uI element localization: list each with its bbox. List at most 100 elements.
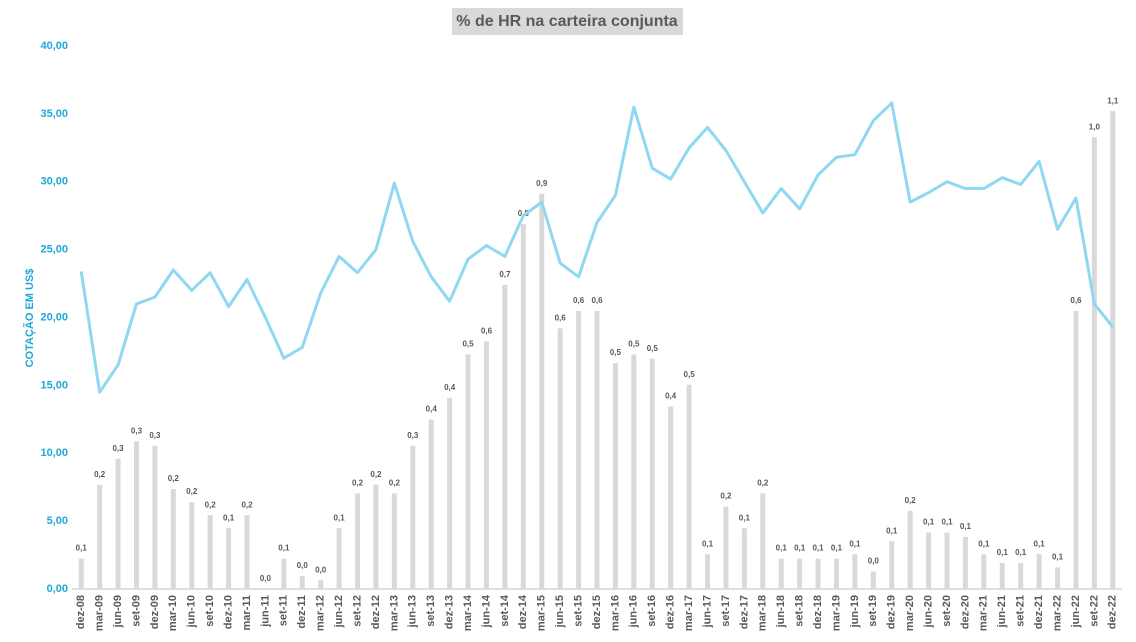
x-tick-label: mar-20 bbox=[904, 595, 916, 631]
x-tick-label: set-12 bbox=[351, 595, 363, 627]
bar bbox=[97, 484, 103, 589]
x-tick-label: mar-22 bbox=[1051, 595, 1063, 631]
x-tick-label: jun-13 bbox=[407, 595, 419, 628]
bar bbox=[705, 554, 711, 589]
bar-value-label: 0,6 bbox=[573, 296, 585, 305]
y-tick-label: 15,00 bbox=[40, 379, 68, 391]
bar bbox=[962, 536, 968, 589]
x-tick-label: dez-20 bbox=[959, 595, 971, 629]
title-box bbox=[452, 8, 683, 35]
x-tick-label: jun-19 bbox=[849, 595, 861, 628]
y-tick-label: 30,00 bbox=[40, 176, 68, 188]
y-tick-label: 40,00 bbox=[40, 40, 68, 52]
bar bbox=[723, 506, 729, 589]
x-tick-label: dez-17 bbox=[738, 595, 750, 629]
bar-value-label: 1,1 bbox=[1107, 96, 1119, 105]
y-tick-label: 0,00 bbox=[47, 583, 68, 595]
bar-value-label: 0,4 bbox=[665, 392, 677, 401]
bar bbox=[483, 341, 489, 589]
bar bbox=[428, 419, 434, 589]
bar bbox=[539, 193, 545, 590]
bar-value-label: 0,1 bbox=[923, 518, 935, 527]
x-tick-label: set-19 bbox=[867, 595, 879, 627]
bar-value-label: 0,3 bbox=[407, 431, 419, 440]
x-tick-label: dez-19 bbox=[886, 595, 898, 629]
bar-value-label: 0,5 bbox=[462, 340, 474, 349]
x-tick-label: mar-14 bbox=[462, 594, 474, 631]
bar-value-label: 0,1 bbox=[941, 518, 953, 527]
bar bbox=[299, 575, 305, 589]
bar-value-label: 0,1 bbox=[849, 539, 861, 548]
x-tick-label: jun-11 bbox=[259, 595, 271, 628]
x-tick-label: mar-19 bbox=[830, 595, 842, 631]
bar bbox=[447, 397, 453, 589]
x-tick-label: set-21 bbox=[1015, 595, 1027, 627]
x-tick-label: set-16 bbox=[646, 595, 658, 627]
x-tick-label: mar-11 bbox=[241, 595, 253, 630]
bar-value-label: 0,1 bbox=[1015, 548, 1027, 557]
bar bbox=[778, 558, 784, 589]
bar-value-label: 0,6 bbox=[1070, 296, 1082, 305]
x-tick-label: jun-17 bbox=[701, 595, 713, 628]
bar bbox=[815, 558, 821, 589]
x-tick-label: set-13 bbox=[425, 595, 437, 627]
bar-value-label: 0,1 bbox=[960, 522, 972, 531]
x-tick-label: set-10 bbox=[204, 595, 216, 627]
bar-value-label: 0,1 bbox=[831, 544, 843, 553]
bar-value-label: 0,3 bbox=[149, 431, 161, 440]
bar bbox=[612, 363, 618, 589]
x-tick-label: set-22 bbox=[1088, 595, 1100, 627]
x-tick-label: dez-08 bbox=[75, 595, 87, 629]
x-tick-label: jun-15 bbox=[554, 595, 566, 628]
bar-value-label: 0,9 bbox=[536, 179, 548, 188]
bar-value-label: 0,1 bbox=[794, 544, 806, 553]
bar bbox=[207, 515, 213, 589]
bar bbox=[797, 558, 803, 589]
bar bbox=[631, 354, 637, 589]
y-tick-label: 35,00 bbox=[40, 108, 68, 120]
bar-value-label: 0,6 bbox=[591, 296, 603, 305]
x-tick-label: jun-10 bbox=[186, 595, 198, 628]
x-tick-label: set-17 bbox=[720, 595, 732, 627]
bar-value-label: 0,1 bbox=[886, 526, 898, 535]
bar bbox=[852, 554, 858, 589]
bar-value-label: 0,5 bbox=[610, 348, 622, 357]
bar bbox=[391, 493, 397, 589]
x-tick-label: set-15 bbox=[572, 595, 584, 627]
bar bbox=[520, 224, 526, 589]
bar-value-label: 0,1 bbox=[812, 544, 824, 553]
bar bbox=[373, 484, 379, 589]
bar-value-label: 0,2 bbox=[905, 496, 917, 505]
bar-value-label: 0,0 bbox=[315, 565, 327, 574]
x-tick-label: mar-18 bbox=[757, 595, 769, 631]
bar-value-label: 0,1 bbox=[1034, 539, 1046, 548]
bar bbox=[741, 528, 747, 589]
bar bbox=[668, 406, 674, 589]
bar bbox=[576, 310, 582, 589]
x-tick-label: dez-18 bbox=[812, 595, 824, 629]
bar bbox=[1073, 310, 1079, 589]
bar bbox=[133, 441, 139, 589]
x-tick-label: jun-16 bbox=[628, 595, 640, 628]
bar bbox=[336, 528, 342, 589]
bar-value-label: 0,1 bbox=[776, 544, 788, 553]
bar-value-label: 0,2 bbox=[168, 474, 180, 483]
bar bbox=[926, 532, 932, 589]
x-tick-label: jun-21 bbox=[996, 595, 1008, 628]
x-tick-label: dez-09 bbox=[149, 595, 161, 629]
bar bbox=[115, 458, 121, 589]
bar bbox=[170, 489, 176, 589]
y-tick-label: 10,00 bbox=[40, 447, 68, 459]
x-tick-label: jun-18 bbox=[775, 595, 787, 628]
bar-value-label: 0,0 bbox=[260, 574, 272, 583]
bar bbox=[189, 502, 195, 589]
bar bbox=[833, 558, 839, 589]
bar bbox=[649, 358, 655, 589]
bar bbox=[355, 493, 361, 589]
bar-value-label: 0,2 bbox=[352, 479, 364, 488]
bar-value-label: 0,3 bbox=[131, 426, 143, 435]
bar-value-label: 0,2 bbox=[720, 492, 732, 501]
x-tick-label: mar-16 bbox=[609, 595, 621, 631]
x-tick-label: mar-09 bbox=[94, 595, 106, 631]
y-tick-label: 5,00 bbox=[47, 515, 68, 527]
